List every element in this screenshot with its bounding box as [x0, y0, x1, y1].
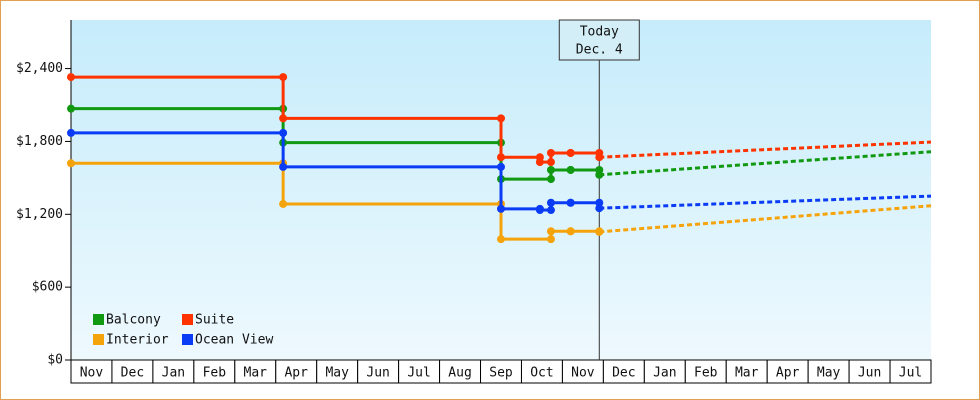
legend-swatch	[93, 334, 104, 345]
x-tick-label: Mar	[735, 366, 759, 381]
point-marker	[535, 158, 544, 167]
point-marker	[67, 128, 75, 137]
point-marker	[566, 165, 575, 174]
today-box	[558, 19, 640, 61]
y-tick-label: $1,200	[16, 207, 63, 222]
x-tick-label: Feb	[203, 366, 227, 381]
legend-swatch	[182, 314, 193, 325]
step-end-marker	[279, 73, 288, 82]
x-tick-label: Nov	[80, 366, 104, 381]
y-tick-label: $0	[47, 353, 63, 368]
step-end-marker	[546, 206, 555, 215]
point-marker	[67, 159, 75, 168]
legend-label: Suite	[195, 313, 234, 328]
step-end-marker	[497, 114, 505, 123]
point-marker	[546, 227, 555, 236]
x-tick-label: Mar	[244, 366, 268, 381]
today-label: Dec. 4	[576, 43, 623, 58]
legend-label: Ocean View	[195, 333, 273, 348]
step-end-marker	[546, 175, 555, 184]
y-tick-label: $600	[32, 280, 63, 295]
x-tick-label: May	[817, 366, 841, 381]
y-tick-label: $2,400	[16, 61, 63, 76]
x-tick-label: Jul	[899, 366, 922, 381]
x-tick-label: Jul	[407, 366, 430, 381]
step-end-marker	[546, 158, 555, 167]
point-marker	[546, 148, 555, 157]
point-marker	[497, 153, 505, 162]
legend-label: Interior	[106, 333, 169, 348]
x-tick-label: Sep	[489, 366, 513, 381]
point-marker	[535, 206, 544, 215]
point-marker	[497, 235, 505, 244]
x-tick-label: Jun	[858, 366, 881, 381]
point-marker	[279, 114, 288, 123]
point-marker	[67, 104, 75, 113]
forecast-line	[599, 194, 932, 210]
x-tick-label: Dec	[121, 366, 144, 381]
forecast-line	[599, 140, 932, 159]
step-end-marker	[497, 162, 505, 171]
y-tick-label: $1,800	[16, 134, 63, 149]
point-marker	[279, 199, 288, 208]
x-tick-label: Apr	[776, 366, 800, 381]
x-tick-label: Jun	[366, 366, 389, 381]
x-tick-label: Aug	[448, 366, 471, 381]
step-end-marker	[279, 128, 288, 137]
legend-swatch	[182, 334, 193, 345]
point-marker	[566, 198, 575, 207]
point-marker	[67, 73, 75, 82]
x-tick-label: Dec	[612, 366, 635, 381]
today-label: Today	[580, 25, 619, 40]
legend-label: Balcony	[106, 313, 161, 328]
point-marker	[497, 204, 505, 213]
point-marker	[566, 227, 575, 236]
x-tick-label: Oct	[530, 366, 553, 381]
x-tick-label: May	[325, 366, 349, 381]
point-marker	[279, 162, 288, 171]
step-end-marker	[546, 235, 555, 244]
point-marker	[546, 198, 555, 207]
legend-swatch	[93, 314, 104, 325]
x-tick-label: Jan	[653, 366, 676, 381]
x-tick-label: Feb	[694, 366, 718, 381]
x-tick-label: Apr	[284, 366, 308, 381]
point-marker	[566, 148, 575, 157]
x-tick-label: Nov	[571, 366, 595, 381]
point-marker	[546, 165, 555, 174]
step-end-marker	[595, 198, 604, 207]
x-tick-label: Jan	[162, 366, 185, 381]
